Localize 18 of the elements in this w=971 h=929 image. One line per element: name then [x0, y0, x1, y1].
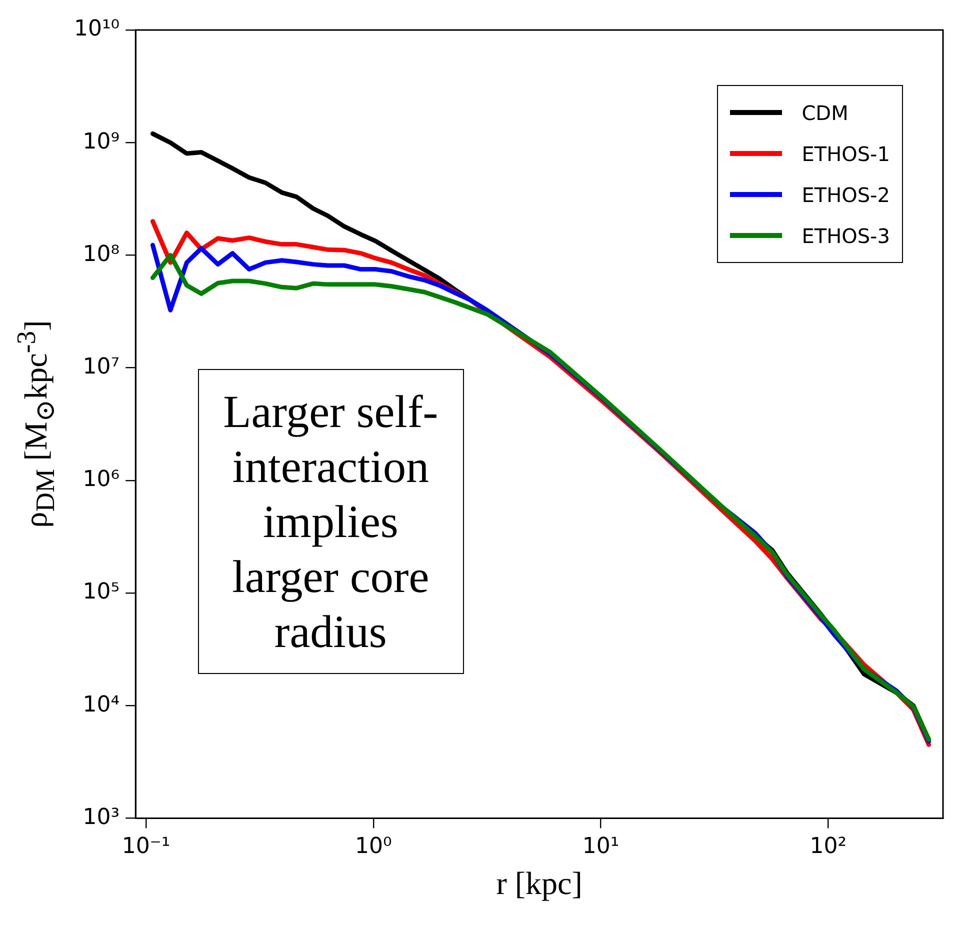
- x-tick-label: 10²: [810, 834, 847, 860]
- legend-label: CDM: [802, 100, 848, 124]
- x-tick-label: 10¹: [582, 834, 620, 860]
- y-tick-label: 10¹⁰: [74, 16, 120, 42]
- legend-label: ETHOS-3: [802, 224, 890, 248]
- y-tick-label: 10⁸: [82, 242, 120, 267]
- x-tick-label: 10⁰: [354, 834, 392, 860]
- x-axis-title: r [kpc]: [496, 865, 582, 902]
- y-tick-label: 10⁶: [82, 467, 120, 492]
- y-tick-label: 10⁴: [82, 692, 120, 718]
- y-tick-label: 10⁷: [82, 354, 120, 380]
- y-tick-label: 10³: [82, 804, 120, 830]
- legend-label: ETHOS-2: [802, 182, 890, 206]
- annotation: Larger self-interaction implies larger core radius: [198, 368, 464, 674]
- legend-label: ETHOS-1: [802, 142, 890, 166]
- x-tick-label: 10⁻¹: [122, 834, 170, 860]
- y-tick-label: 10⁹: [82, 129, 120, 154]
- y-tick-label: 10⁵: [82, 580, 120, 605]
